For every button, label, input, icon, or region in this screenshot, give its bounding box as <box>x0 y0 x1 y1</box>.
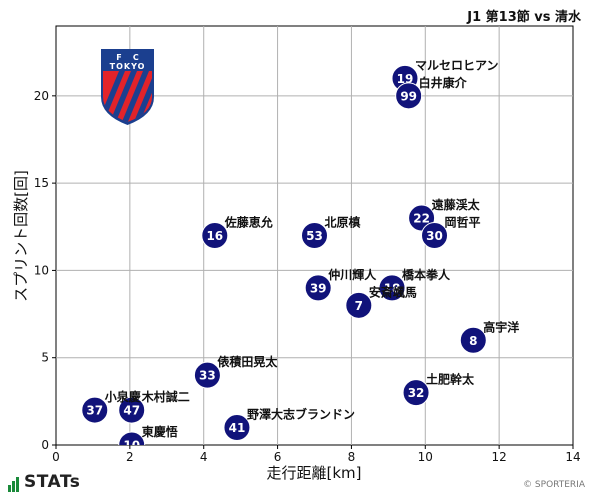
player-name-label: 土肥幹太 <box>426 372 475 387</box>
logo-top-text: F C <box>116 53 139 62</box>
player-point: 47 <box>118 396 146 424</box>
player-name-label: 遠藤渓太 <box>432 197 481 212</box>
y-tick-label: 10 <box>34 263 49 277</box>
player-number: 32 <box>408 386 425 400</box>
x-tick-label: 0 <box>52 450 60 464</box>
player-marker <box>81 396 109 424</box>
player-point: 39 <box>304 274 332 302</box>
player-number: 10 <box>123 439 140 453</box>
player-point: 30 <box>421 222 449 249</box>
player-number: 16 <box>206 229 223 243</box>
player-name-label: 木村誠二 <box>141 389 190 404</box>
player-name-label: 橋本拳人 <box>402 267 451 282</box>
player-name-label: 高宇洋 <box>483 319 519 334</box>
player-name-label: 東慶悟 <box>142 424 178 439</box>
player-number: 37 <box>86 404 103 418</box>
logo-name-text: TOKYO <box>110 62 146 71</box>
player-number: 22 <box>413 212 430 226</box>
y-tick-label: 5 <box>41 351 49 365</box>
y-axis-ticks: 0 5 10 15 20 <box>34 89 56 452</box>
player-point: 16 <box>201 222 229 249</box>
x-tick-label: 14 <box>565 450 580 464</box>
player-point: 41 <box>223 414 251 442</box>
player-number: 33 <box>199 369 216 383</box>
player-number: 30 <box>426 229 443 243</box>
player-name-label: 俵積田晃太 <box>216 354 278 369</box>
y-axis-label: スプリント回数[回] <box>12 170 30 302</box>
player-number: 18 <box>384 281 401 295</box>
player-name-label: 小泉慶 <box>105 389 141 404</box>
player-point: 53 <box>301 222 328 249</box>
player-name-label: 岡哲平 <box>445 215 481 230</box>
player-point: 7 <box>345 291 373 319</box>
player-name-label: 北原槙 <box>325 215 361 230</box>
player-marker <box>118 396 146 424</box>
x-axis-label: 走行距離[km] <box>266 464 361 482</box>
x-axis-ticks: 0 2 4 6 8 10 12 14 <box>52 445 581 464</box>
y-tick-label: 20 <box>34 89 49 103</box>
player-point: 33 <box>193 361 221 389</box>
player-marker <box>193 361 221 389</box>
player-name-label: マルセロヒアン <box>415 58 499 72</box>
chart-header-title: J1 第13節 vs 清水 <box>467 10 581 25</box>
player-name-label: 野澤大志ブランドン <box>247 407 355 422</box>
player-marker <box>304 274 332 302</box>
team-logo: F C TOKYO <box>101 49 154 125</box>
player-point: 37 <box>81 396 109 424</box>
player-number: 53 <box>306 229 323 243</box>
player-number: 7 <box>355 299 363 313</box>
player-marker <box>402 379 430 407</box>
player-number: 99 <box>400 89 417 103</box>
player-name-label: 安斎颯馬 <box>369 284 417 299</box>
x-tick-label: 10 <box>418 450 433 464</box>
player-number: 47 <box>123 404 140 418</box>
player-point: 10 <box>118 431 146 453</box>
stats-brand-text: STATs <box>24 472 81 492</box>
player-name-label: 仲川輝人 <box>328 267 377 282</box>
player-name-label: 白井康介 <box>419 75 468 90</box>
grid-lines <box>56 26 573 445</box>
player-marker <box>223 414 251 442</box>
y-tick-label: 0 <box>41 438 49 452</box>
stats-brand-logo: STATs <box>8 472 80 492</box>
stats-bars-icon <box>8 472 20 492</box>
player-number: 8 <box>469 334 477 348</box>
player-marker <box>118 431 146 445</box>
x-tick-label: 12 <box>492 450 507 464</box>
player-marker <box>378 274 406 302</box>
x-tick-label: 4 <box>200 450 208 464</box>
player-name-label: 佐藤恵允 <box>224 215 273 230</box>
player-point: 18 <box>378 274 406 302</box>
player-point: 99 <box>395 82 423 110</box>
player-number: 41 <box>229 421 246 435</box>
player-marker <box>421 222 449 249</box>
player-marker <box>201 222 229 249</box>
player-marker <box>395 82 423 110</box>
player-marker <box>301 222 328 249</box>
player-number: 39 <box>310 281 327 295</box>
y-tick-label: 15 <box>34 176 49 190</box>
x-tick-label: 6 <box>274 450 282 464</box>
player-point: 32 <box>402 379 430 407</box>
copyright-text: © SPORTERIA <box>523 480 585 490</box>
player-marker <box>345 291 373 319</box>
x-tick-label: 8 <box>348 450 356 464</box>
player-marker <box>459 326 487 354</box>
player-point: 8 <box>459 326 487 354</box>
x-tick-label: 2 <box>126 450 134 464</box>
